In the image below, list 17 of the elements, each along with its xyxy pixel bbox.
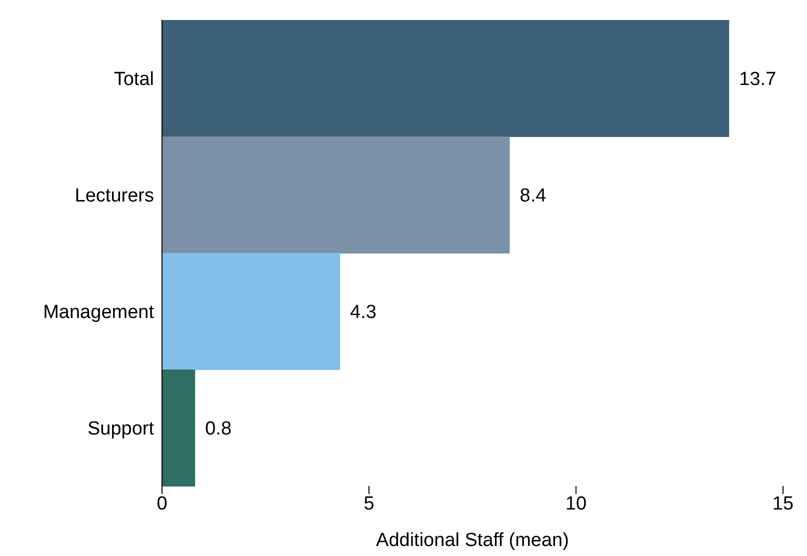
bar <box>162 136 510 254</box>
x-tick-label: 0 <box>156 493 168 514</box>
y-tick-label: Support <box>87 418 155 440</box>
x-tick-label: 15 <box>772 493 794 514</box>
y-tick-label: Lecturers <box>74 185 154 206</box>
data-label: 4.3 <box>350 302 376 324</box>
bar <box>162 20 730 137</box>
y-tick-label: Total <box>114 68 154 90</box>
bar <box>162 253 340 370</box>
data-label: 0.8 <box>205 418 232 440</box>
x-tick-label: 5 <box>364 493 374 514</box>
x-tick-label: 10 <box>565 493 587 514</box>
data-label: 13.7 <box>739 69 776 90</box>
x-axis-title: Additional Staff (mean) <box>376 530 569 551</box>
data-label: 8.4 <box>520 186 547 207</box>
bar <box>162 370 196 486</box>
y-tick-label: Management <box>43 302 155 323</box>
